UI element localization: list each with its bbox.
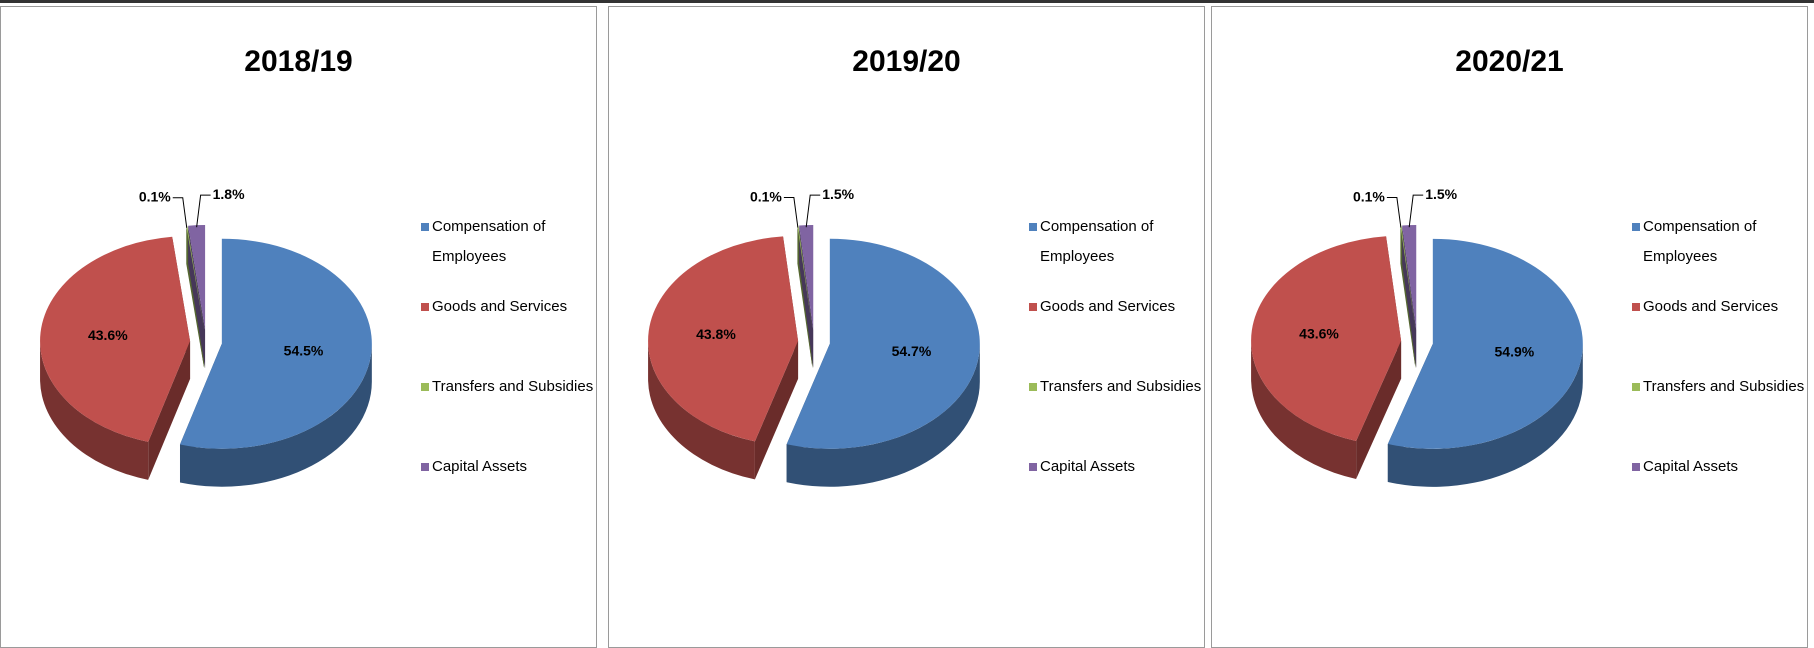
pie-labels: 54.9% 43.6% 0.1% 1.5% bbox=[1299, 186, 1535, 359]
data-label: 1.5% bbox=[1425, 186, 1457, 202]
data-label: 54.5% bbox=[284, 343, 324, 359]
legend-item: Compensation of Employees bbox=[421, 212, 596, 272]
slice bbox=[797, 225, 813, 331]
slice-side bbox=[40, 341, 149, 480]
legend-swatch bbox=[421, 303, 429, 311]
legend-swatch bbox=[1029, 223, 1037, 231]
legend-item: Compensation of Employees bbox=[1632, 212, 1807, 272]
pie-tops bbox=[648, 225, 980, 449]
slice bbox=[786, 238, 980, 449]
leader-line bbox=[805, 194, 821, 228]
data-label: 1.8% bbox=[213, 186, 245, 202]
leader-line bbox=[196, 194, 211, 228]
legend-swatch bbox=[1632, 223, 1640, 231]
pie-chart: 54.9% 43.6% 0.1% 1.5% bbox=[1251, 186, 1583, 487]
pie-labels: 54.5% 43.6% 0.1% 1.8% bbox=[88, 186, 324, 359]
data-label: 0.1% bbox=[1353, 188, 1385, 204]
legend-swatch bbox=[1632, 303, 1640, 311]
data-label: 43.6% bbox=[88, 327, 128, 343]
data-label: 1.5% bbox=[822, 186, 854, 202]
slice-edge bbox=[148, 341, 191, 480]
legend-label: Goods and Services bbox=[1040, 298, 1176, 315]
legend-item: Capital Assets bbox=[1029, 452, 1204, 482]
data-label: 0.1% bbox=[139, 188, 171, 204]
legend-swatch bbox=[421, 383, 429, 391]
legend-label: Transfers and Subsidies bbox=[432, 378, 594, 395]
leader-line bbox=[783, 197, 799, 228]
data-label: 54.7% bbox=[892, 343, 932, 359]
slice bbox=[648, 236, 799, 442]
slice-edge bbox=[1356, 340, 1402, 479]
legend-item: Goods and Services bbox=[421, 292, 596, 322]
legend-label: Compensation of Employees bbox=[1040, 218, 1154, 265]
slice-side bbox=[179, 343, 372, 487]
legend-item: Goods and Services bbox=[1632, 292, 1807, 322]
chart-title: 2020/21 bbox=[1455, 45, 1564, 78]
leader-line bbox=[172, 197, 188, 228]
data-label: 43.8% bbox=[696, 326, 736, 342]
legend-swatch bbox=[1029, 463, 1037, 471]
legend-swatch bbox=[1029, 383, 1037, 391]
legend-swatch bbox=[1029, 303, 1037, 311]
pie-chart: 54.5% 43.6% 0.1% 1.8% bbox=[40, 186, 372, 487]
slice-side bbox=[648, 340, 755, 480]
legend-swatch bbox=[421, 223, 429, 231]
slice bbox=[1251, 236, 1402, 441]
chart-title: 2019/20 bbox=[852, 45, 961, 78]
slice bbox=[40, 236, 191, 442]
legend-label: Transfers and Subsidies bbox=[1643, 378, 1805, 395]
slice bbox=[1400, 225, 1416, 331]
legend-item: Capital Assets bbox=[421, 452, 596, 482]
legend-item: Capital Assets bbox=[1632, 452, 1807, 482]
legend-label: Compensation of Employees bbox=[432, 218, 546, 265]
legend-item: Transfers and Subsidies bbox=[1632, 372, 1807, 402]
leader-line bbox=[1386, 197, 1402, 228]
legend-item: Transfers and Subsidies bbox=[1029, 372, 1204, 402]
data-label: 54.9% bbox=[1495, 343, 1535, 359]
legend-label: Goods and Services bbox=[1643, 298, 1779, 315]
legend-swatch bbox=[1632, 383, 1640, 391]
slice bbox=[799, 225, 814, 331]
legend-label: Transfers and Subsidies bbox=[1040, 378, 1202, 395]
pie-tops bbox=[1251, 225, 1583, 449]
pie-labels: 54.7% 43.8% 0.1% 1.5% bbox=[696, 186, 932, 359]
chart-title: 2018/19 bbox=[244, 45, 353, 78]
pie-tops bbox=[40, 225, 372, 449]
data-label: 43.6% bbox=[1299, 326, 1339, 342]
slice-side bbox=[1387, 343, 1583, 487]
slice-side bbox=[786, 343, 980, 487]
pie-chart: 54.7% 43.8% 0.1% 1.5% bbox=[648, 186, 980, 487]
legend-item: Compensation of Employees bbox=[1029, 212, 1204, 272]
slice-edge bbox=[754, 340, 799, 480]
legend-item: Transfers and Subsidies bbox=[421, 372, 596, 402]
slice bbox=[179, 238, 372, 449]
chart-panel: 2019/20 54.7% 43.8% 0.1% 1.5% Compensation of… bbox=[608, 6, 1205, 648]
legend-label: Capital Assets bbox=[1643, 458, 1739, 475]
leader-line bbox=[1408, 194, 1424, 228]
slice bbox=[1402, 225, 1417, 331]
chart-panel: 2020/21 54.9% 43.6% 0.1% 1.5% Compensation of… bbox=[1211, 6, 1808, 648]
legend-label: Capital Assets bbox=[432, 458, 528, 475]
top-border bbox=[0, 0, 1814, 3]
chart-panel: 2018/19 54.5% 43.6% 0.1% 1.8% Compensation of… bbox=[0, 6, 597, 648]
slice bbox=[188, 225, 206, 331]
legend-swatch bbox=[421, 463, 429, 471]
slice-side bbox=[1251, 340, 1357, 479]
legend-item: Goods and Services bbox=[1029, 292, 1204, 322]
legend-swatch bbox=[1632, 463, 1640, 471]
legend-label: Capital Assets bbox=[1040, 458, 1136, 475]
legend-label: Goods and Services bbox=[432, 298, 568, 315]
slice bbox=[1387, 238, 1583, 449]
slice bbox=[186, 225, 205, 331]
legend-label: Compensation of Employees bbox=[1643, 218, 1757, 265]
data-label: 0.1% bbox=[750, 188, 782, 204]
